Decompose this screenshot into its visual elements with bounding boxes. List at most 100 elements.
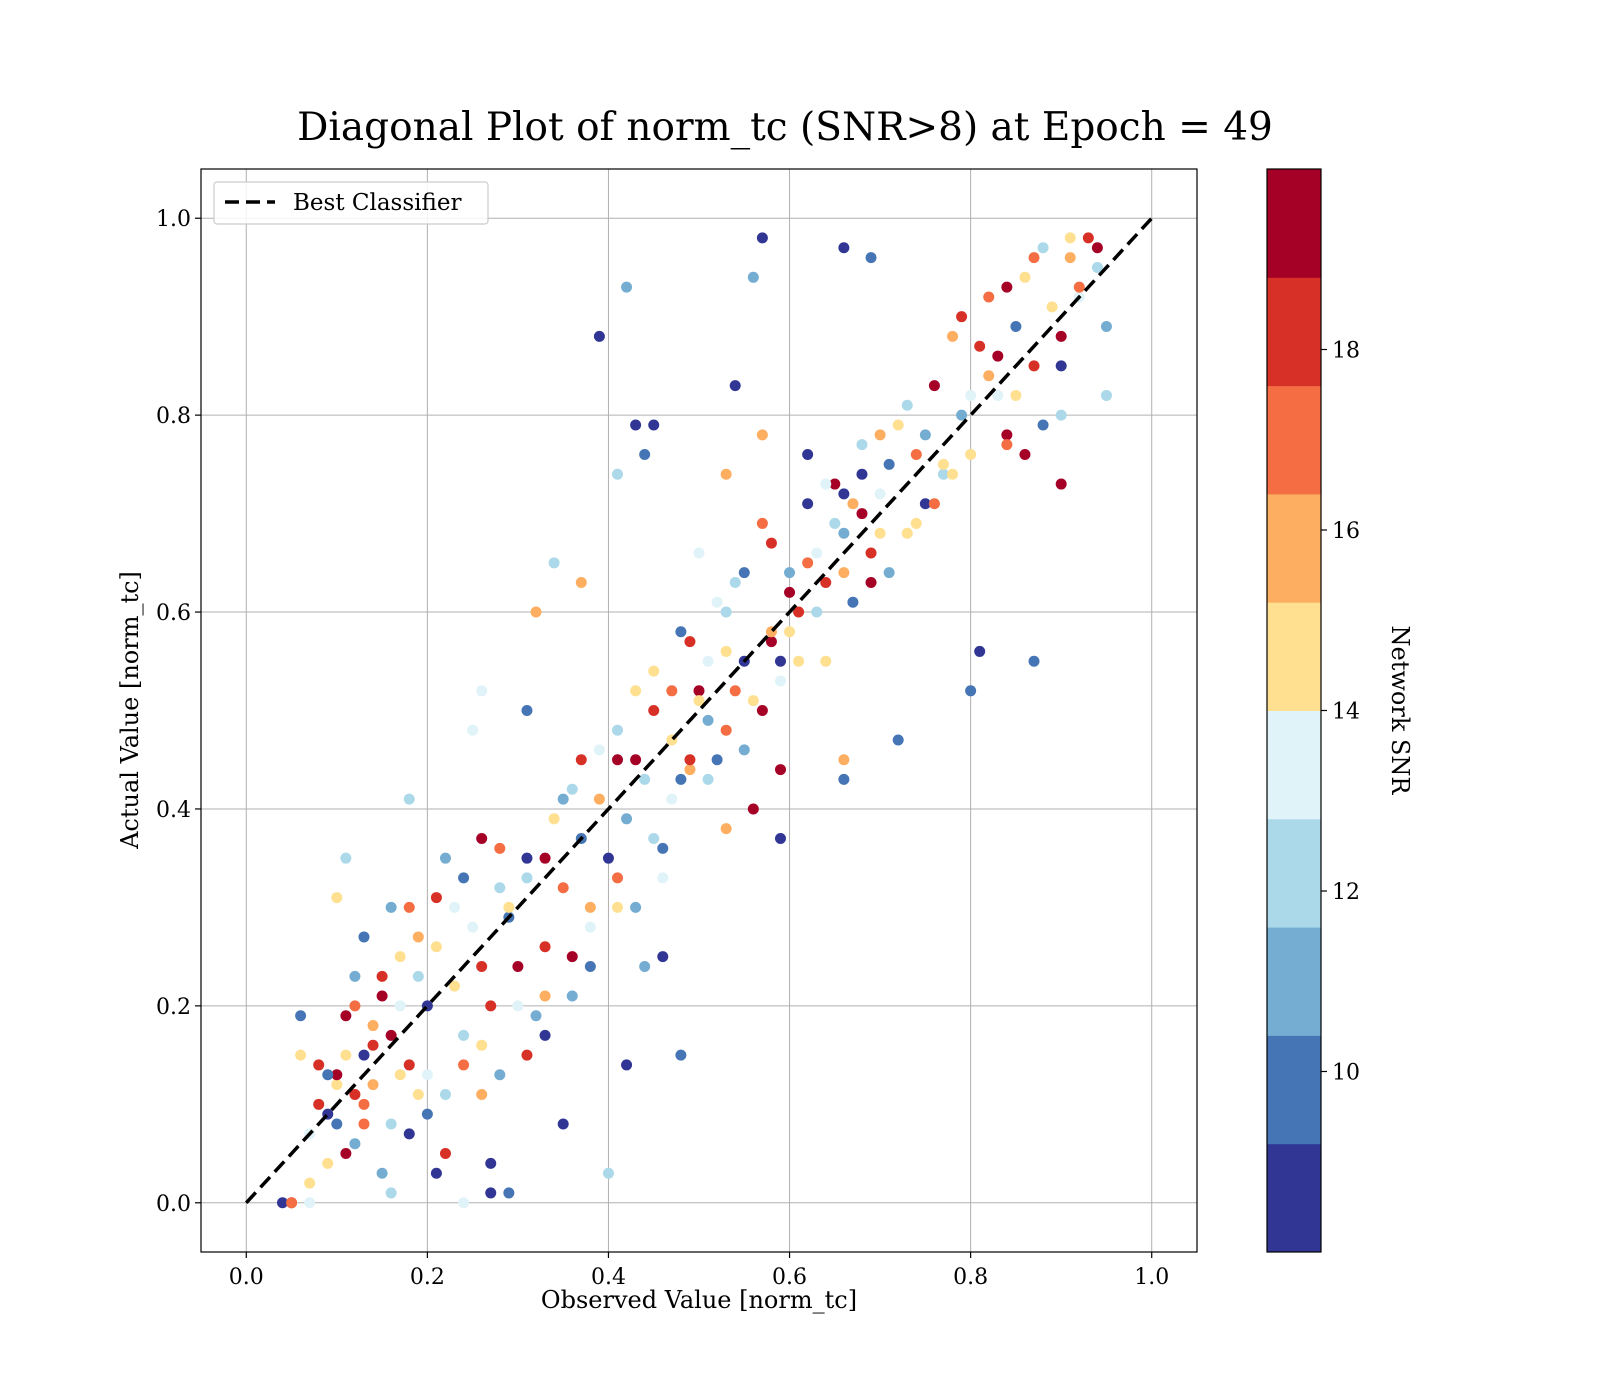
data-point bbox=[1028, 252, 1040, 264]
data-point bbox=[476, 1088, 488, 1100]
data-point bbox=[720, 645, 732, 657]
data-point bbox=[883, 567, 895, 579]
data-point bbox=[811, 606, 823, 618]
data-point bbox=[621, 813, 633, 825]
data-point bbox=[458, 1029, 470, 1041]
data-point bbox=[503, 1187, 515, 1199]
colorbar-segment bbox=[1267, 927, 1321, 1036]
data-point bbox=[403, 793, 415, 805]
data-point bbox=[476, 1039, 488, 1051]
data-point bbox=[439, 852, 451, 864]
data-point bbox=[621, 281, 633, 293]
colorbar bbox=[1266, 168, 1322, 1253]
y-tick-label: 0.0 bbox=[156, 1192, 191, 1217]
data-point bbox=[276, 1197, 288, 1209]
data-point bbox=[820, 655, 832, 667]
data-point bbox=[521, 705, 533, 716]
data-point bbox=[530, 1010, 542, 1022]
data-point bbox=[485, 1187, 497, 1199]
data-point bbox=[485, 1000, 497, 1012]
data-point bbox=[657, 842, 669, 854]
data-point bbox=[711, 754, 723, 766]
data-point bbox=[485, 1157, 497, 1169]
best-classifier-line bbox=[244, 217, 1154, 1204]
data-point bbox=[720, 724, 732, 736]
data-point bbox=[385, 1187, 397, 1199]
data-point bbox=[1019, 449, 1031, 461]
x-tick-label: 0.4 bbox=[591, 1265, 626, 1290]
data-point bbox=[901, 399, 913, 411]
y-axis-ticks: 0.0 0.2 0.4 0.6 0.8 1.0 bbox=[156, 207, 201, 1217]
data-point bbox=[539, 941, 551, 953]
y-axis-label: Actual Value [norm_tc] bbox=[116, 571, 144, 850]
data-point bbox=[937, 468, 949, 480]
data-point bbox=[467, 724, 479, 736]
data-point bbox=[340, 852, 352, 864]
data-point bbox=[557, 793, 569, 805]
data-point bbox=[548, 557, 560, 569]
data-point bbox=[313, 1059, 325, 1071]
data-point bbox=[910, 517, 922, 529]
data-point bbox=[648, 832, 660, 844]
colorbar-segment bbox=[1267, 277, 1321, 387]
data-point bbox=[412, 931, 424, 943]
data-point bbox=[802, 498, 814, 510]
data-point bbox=[412, 970, 424, 982]
data-point bbox=[630, 754, 642, 766]
data-point bbox=[1037, 242, 1049, 254]
data-point bbox=[621, 1059, 633, 1071]
data-point bbox=[367, 1079, 379, 1091]
data-point bbox=[512, 960, 524, 972]
x-tick-label: 0.0 bbox=[229, 1265, 264, 1290]
data-point bbox=[693, 685, 705, 697]
data-point bbox=[385, 901, 397, 913]
data-point bbox=[394, 1000, 406, 1012]
data-point bbox=[720, 468, 732, 480]
data-point bbox=[340, 1148, 352, 1160]
data-point bbox=[476, 685, 488, 697]
data-point bbox=[566, 783, 578, 795]
data-point bbox=[765, 537, 777, 549]
data-point bbox=[313, 1098, 325, 1110]
data-point bbox=[593, 744, 605, 756]
x-axis-ticks: 0.0 0.2 0.4 0.6 0.8 1.0 bbox=[229, 1252, 1169, 1290]
data-point bbox=[657, 951, 669, 963]
data-point bbox=[304, 1177, 316, 1189]
data-point bbox=[322, 1069, 334, 1081]
data-point bbox=[521, 1049, 533, 1061]
data-point bbox=[602, 1167, 614, 1179]
plot-frame bbox=[200, 168, 1198, 1253]
data-point bbox=[494, 842, 506, 854]
data-point bbox=[675, 773, 687, 785]
colorbar-segment bbox=[1267, 1035, 1321, 1145]
data-point bbox=[467, 921, 479, 933]
data-point bbox=[675, 1049, 687, 1061]
data-point bbox=[829, 517, 841, 529]
data-point bbox=[1100, 389, 1112, 401]
data-point bbox=[521, 872, 533, 884]
colorbar-segment bbox=[1267, 818, 1321, 928]
colorbar-segment bbox=[1267, 169, 1321, 278]
data-point bbox=[784, 586, 796, 598]
data-point bbox=[367, 1020, 379, 1032]
data-point bbox=[974, 645, 986, 657]
data-point bbox=[358, 1118, 370, 1130]
data-point bbox=[992, 350, 1004, 362]
data-point bbox=[612, 754, 624, 766]
data-point bbox=[675, 626, 687, 638]
data-point bbox=[702, 714, 714, 726]
data-point bbox=[1064, 232, 1076, 244]
data-point bbox=[838, 773, 850, 785]
data-point bbox=[956, 311, 968, 323]
data-point bbox=[648, 705, 660, 716]
data-point bbox=[784, 567, 796, 579]
data-point bbox=[738, 567, 750, 579]
data-point bbox=[693, 547, 705, 559]
data-point bbox=[965, 685, 977, 697]
data-point bbox=[367, 1039, 379, 1051]
data-point bbox=[992, 389, 1004, 401]
data-point bbox=[684, 764, 696, 776]
data-point bbox=[738, 744, 750, 756]
data-point bbox=[376, 1167, 388, 1179]
